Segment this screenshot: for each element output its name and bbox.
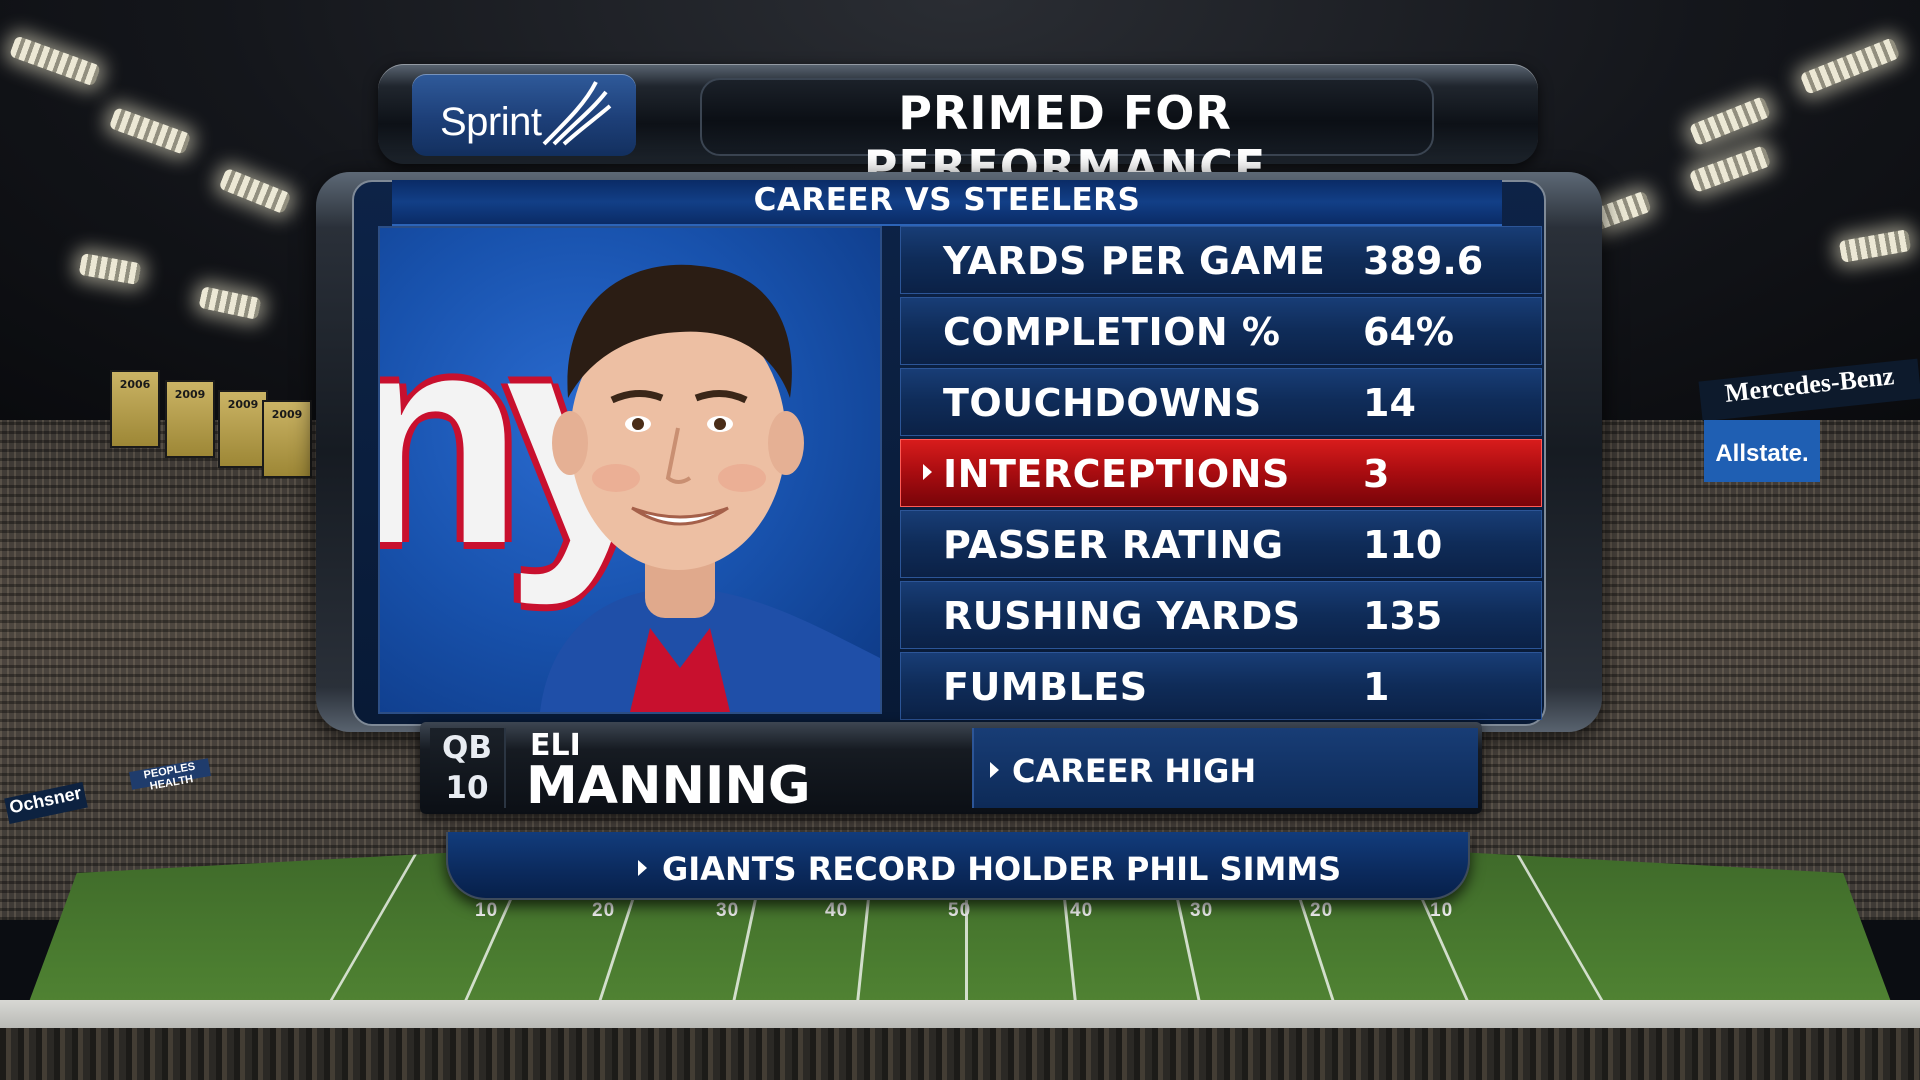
stat-row-fumbles: FUMBLES 1 — [900, 652, 1542, 720]
championship-banner: 2009 — [165, 380, 215, 458]
player-first-name: ELI — [530, 728, 581, 763]
stat-value: 135 — [1363, 594, 1443, 638]
title-plate — [700, 78, 1434, 156]
sprint-logo-icon — [542, 81, 612, 146]
stat-row-interceptions-highlighted: INTERCEPTIONS 3 — [900, 439, 1542, 507]
yard-number: 10 — [1430, 900, 1454, 921]
stat-value: 110 — [1363, 523, 1443, 567]
stat-label: COMPLETION % — [943, 310, 1281, 354]
stat-row-passer-rating: PASSER RATING 110 — [900, 510, 1542, 578]
yard-number: 20 — [592, 900, 616, 921]
player-photo: ny — [378, 226, 882, 714]
stat-row-rushing-yards: RUSHING YARDS 135 — [900, 581, 1542, 649]
player-last-name: MANNING — [526, 756, 811, 816]
position-box — [430, 728, 506, 808]
caret-right-icon — [638, 860, 647, 876]
note-text: CAREER HIGH — [1012, 752, 1257, 790]
yard-number: 20 — [1310, 900, 1334, 921]
banner-year: 2006 — [119, 378, 151, 391]
yard-number: 40 — [1070, 900, 1094, 921]
yard-number: 30 — [716, 900, 740, 921]
stat-label: YARDS PER GAME — [943, 239, 1326, 283]
caret-right-icon — [990, 762, 999, 778]
stat-value: 389.6 — [1363, 239, 1484, 283]
yard-number: 10 — [475, 900, 499, 921]
stat-label: TOUCHDOWNS — [943, 381, 1262, 425]
player-number: 10 — [445, 770, 489, 806]
footer-bar — [446, 832, 1470, 900]
banner-year: 2009 — [271, 408, 303, 421]
stat-label: FUMBLES — [943, 665, 1148, 709]
stat-row-touchdowns: TOUCHDOWNS 14 — [900, 368, 1542, 436]
subtitle-bar — [392, 180, 1502, 226]
sponsor-name: Sprint — [440, 100, 542, 144]
sideline-crowd — [0, 1028, 1920, 1080]
championship-banner: 2006 — [110, 370, 160, 448]
player-portrait — [540, 264, 880, 712]
footer-text: GIANTS RECORD HOLDER PHIL SIMMS — [662, 850, 1342, 888]
yard-number: 40 — [825, 900, 849, 921]
stat-value: 64% — [1363, 310, 1454, 354]
yard-number: 50 — [948, 900, 972, 921]
stat-value: 3 — [1363, 452, 1390, 496]
yard-line — [965, 850, 968, 1080]
stat-label: RUSHING YARDS — [943, 594, 1301, 638]
graphic-subtitle: CAREER VS STEELERS — [753, 182, 1141, 218]
note-panel — [972, 728, 1478, 808]
stat-row-completion: COMPLETION % 64% — [900, 297, 1542, 365]
yard-number: 30 — [1190, 900, 1214, 921]
stats-table: YARDS PER GAME 389.6 COMPLETION % 64% TO… — [900, 226, 1542, 723]
player-position: QB — [442, 730, 492, 766]
sideline — [0, 1000, 1920, 1028]
caret-right-icon — [923, 464, 932, 480]
banner-year: 2009 — [174, 388, 206, 401]
stat-value: 14 — [1363, 381, 1416, 425]
stat-label: INTERCEPTIONS — [943, 452, 1290, 496]
stat-value: 1 — [1363, 665, 1390, 709]
stat-label: PASSER RATING — [943, 523, 1284, 567]
stat-row-yards-per-game: YARDS PER GAME 389.6 — [900, 226, 1542, 294]
banner-year: 2009 — [227, 398, 259, 411]
championship-banner: 2009 — [262, 400, 312, 478]
ad-text: Allstate. — [1715, 440, 1809, 467]
allstate-ad: Allstate. — [1704, 420, 1820, 482]
